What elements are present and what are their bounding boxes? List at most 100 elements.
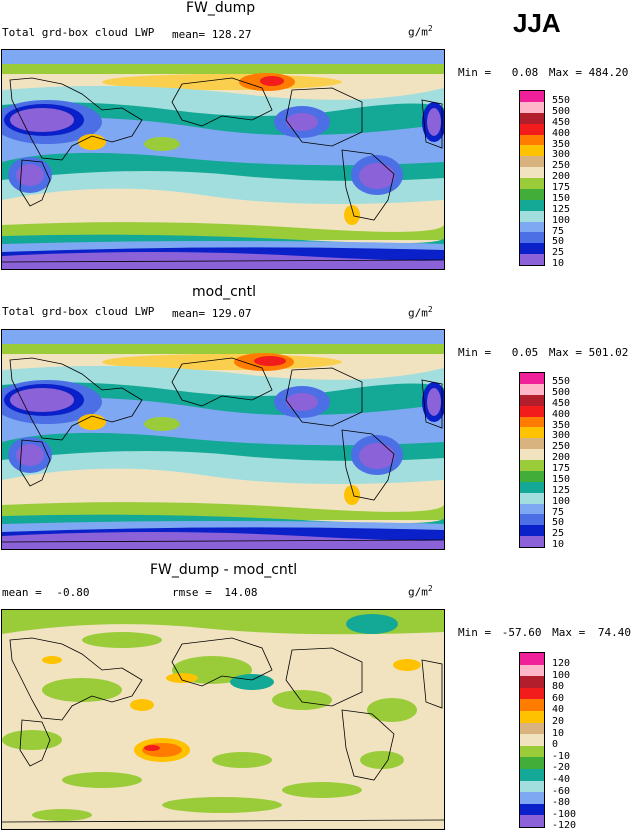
colorbar-label: -20 xyxy=(552,762,571,774)
colorbar-difference xyxy=(519,652,545,828)
max-label: Max = xyxy=(548,346,582,359)
colorbar-swatch xyxy=(520,123,544,135)
colorbar-label: -10 xyxy=(552,750,571,762)
min-value: -57.60 xyxy=(501,626,542,639)
colorbar-label: 40 xyxy=(552,704,565,716)
colorbar-label: -60 xyxy=(552,785,571,797)
colorbar-swatch xyxy=(520,470,544,482)
mean-label-text: mean= xyxy=(172,28,206,41)
colorbar-label: 0 xyxy=(552,739,559,751)
unit-exponent: 2 xyxy=(427,584,433,593)
min-value: 0.08 xyxy=(511,66,539,79)
colorbar-swatch xyxy=(520,145,544,157)
map-canvas xyxy=(2,610,444,829)
colorbar-label: 450 xyxy=(552,397,571,409)
field-label: Total grd-box cloud LWP xyxy=(2,305,155,318)
mean-value: -0.80 xyxy=(56,586,90,599)
colorbar-label: 100 xyxy=(552,214,571,226)
colorbar-label: 150 xyxy=(552,473,571,485)
colorbar-label: 75 xyxy=(552,506,565,518)
colorbar-label: 25 xyxy=(552,247,565,259)
colorbar-label: 300 xyxy=(552,430,571,442)
colorbar-label: 100 xyxy=(552,669,571,681)
colorbar-label: 50 xyxy=(552,236,565,248)
colorbar-label: 120 xyxy=(552,658,571,669)
colorbar-label: 175 xyxy=(552,463,571,474)
min-label: Min = xyxy=(458,66,492,79)
map-plot-fw-dump xyxy=(1,49,445,270)
colorbar-label: 500 xyxy=(552,105,571,117)
colorbar-label: 500 xyxy=(552,386,571,398)
min-max-readout: Min = 0.05 Max = 501.02 xyxy=(458,346,628,359)
mean-label: mean = -0.80 xyxy=(2,586,90,599)
colorbar-label: -80 xyxy=(552,797,571,809)
unit-exponent: 2 xyxy=(427,24,433,33)
rmse-value: 14.08 xyxy=(224,586,258,599)
colorbar-swatch xyxy=(520,416,544,428)
map-plot-mod-cntl xyxy=(1,329,445,550)
mean-value: 129.07 xyxy=(211,307,252,320)
min-max-readout: Min = 0.08 Max = 484.20 xyxy=(458,66,628,79)
colorbar-label: 400 xyxy=(552,127,571,139)
panel-title: FW_dump - mod_cntl xyxy=(150,562,298,578)
colorbar-swatch xyxy=(520,232,544,244)
colorbar-swatch xyxy=(520,536,544,548)
min-value: 0.05 xyxy=(511,346,539,359)
colorbar-swatch xyxy=(520,676,544,689)
colorbar-swatch xyxy=(520,383,544,395)
colorbar-swatch xyxy=(520,780,544,793)
colorbar-label: -100 xyxy=(552,808,577,820)
colorbar-label: 350 xyxy=(552,138,571,150)
unit-label: g/m2 xyxy=(408,584,433,599)
colorbar-label: 100 xyxy=(552,495,571,507)
colorbar-label: 20 xyxy=(552,716,565,727)
colorbar-label: 50 xyxy=(552,517,565,529)
colorbar-label: 200 xyxy=(552,171,571,183)
colorbar-swatch xyxy=(520,449,544,461)
colorbar-swatch xyxy=(520,188,544,200)
colorbar-swatch xyxy=(520,699,544,712)
colorbar-swatch xyxy=(520,734,544,747)
colorbar-label: -120 xyxy=(552,820,577,832)
colorbar-swatch xyxy=(520,492,544,504)
colorbar-swatch xyxy=(520,514,544,526)
max-value: 74.40 xyxy=(597,626,631,639)
colorbar-label: 300 xyxy=(552,149,571,161)
colorbar-swatch xyxy=(520,803,544,816)
colorbar-label: 25 xyxy=(552,528,565,540)
colorbar-swatch xyxy=(520,503,544,515)
max-label: Max = xyxy=(548,66,582,79)
colorbar-label: 450 xyxy=(552,116,571,128)
colorbar-label: 175 xyxy=(552,182,571,193)
colorbar-swatch xyxy=(520,91,544,102)
colorbar-swatch xyxy=(520,221,544,233)
map-canvas xyxy=(2,330,444,549)
unit-label: g/m2 xyxy=(408,305,433,320)
colorbar-label: 10 xyxy=(552,539,565,551)
rmse-label-text: rmse = xyxy=(172,586,212,599)
mean-label-text: mean = xyxy=(2,586,42,599)
colorbar-label: 400 xyxy=(552,408,571,420)
colorbar-swatch xyxy=(520,373,544,384)
mean-label: mean= 129.07 xyxy=(172,307,252,320)
map-canvas xyxy=(2,50,444,269)
panel-title: mod_cntl xyxy=(192,284,257,300)
colorbar-swatch xyxy=(520,460,544,471)
panel-title: FW_dump xyxy=(186,0,256,16)
colorbar-swatch xyxy=(520,112,544,124)
colorbar-swatch xyxy=(520,134,544,146)
colorbar-label: 200 xyxy=(552,452,571,464)
colorbar-swatch xyxy=(520,243,544,255)
colorbar-label: 75 xyxy=(552,225,565,237)
max-label: Max = xyxy=(552,626,586,639)
max-value: 501.02 xyxy=(588,346,629,359)
colorbar-swatch xyxy=(520,722,544,735)
colorbar-swatch xyxy=(520,101,544,113)
season-label: JJA xyxy=(513,8,561,38)
colorbar-swatch xyxy=(520,481,544,493)
colorbar-fw-dump xyxy=(519,90,545,266)
colorbar-swatch xyxy=(520,653,544,665)
colorbar-swatch xyxy=(520,405,544,417)
colorbar-swatch xyxy=(520,438,544,450)
colorbar-swatch xyxy=(520,815,544,828)
